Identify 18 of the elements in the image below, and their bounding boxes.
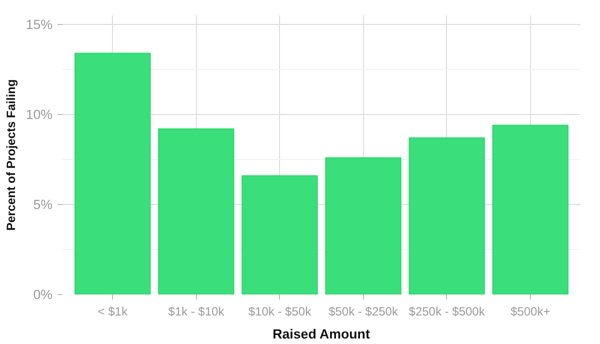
x-tick-label: $250k - $500k bbox=[408, 304, 486, 318]
bar bbox=[325, 157, 402, 294]
x-tick-label: $500k+ bbox=[510, 304, 550, 318]
bar bbox=[242, 175, 318, 294]
x-tick-label: < $1k bbox=[98, 304, 128, 318]
bar bbox=[74, 52, 151, 294]
x-tick-label: $50k - $250k bbox=[328, 304, 399, 318]
y-tick-label: 0% bbox=[33, 287, 53, 302]
y-tick-label: 5% bbox=[33, 197, 53, 212]
x-axis-title: Raised Amount bbox=[272, 326, 370, 342]
y-axis-title: Percent of Projects Failing bbox=[4, 79, 18, 231]
bar bbox=[492, 124, 568, 294]
x-tick-label: $10k - $50k bbox=[248, 304, 312, 318]
y-tick-label: 10% bbox=[26, 107, 53, 122]
bar bbox=[158, 128, 234, 294]
bar bbox=[408, 137, 485, 294]
y-tick-label: 15% bbox=[26, 17, 53, 32]
x-tick-label: $1k - $10k bbox=[168, 304, 226, 318]
